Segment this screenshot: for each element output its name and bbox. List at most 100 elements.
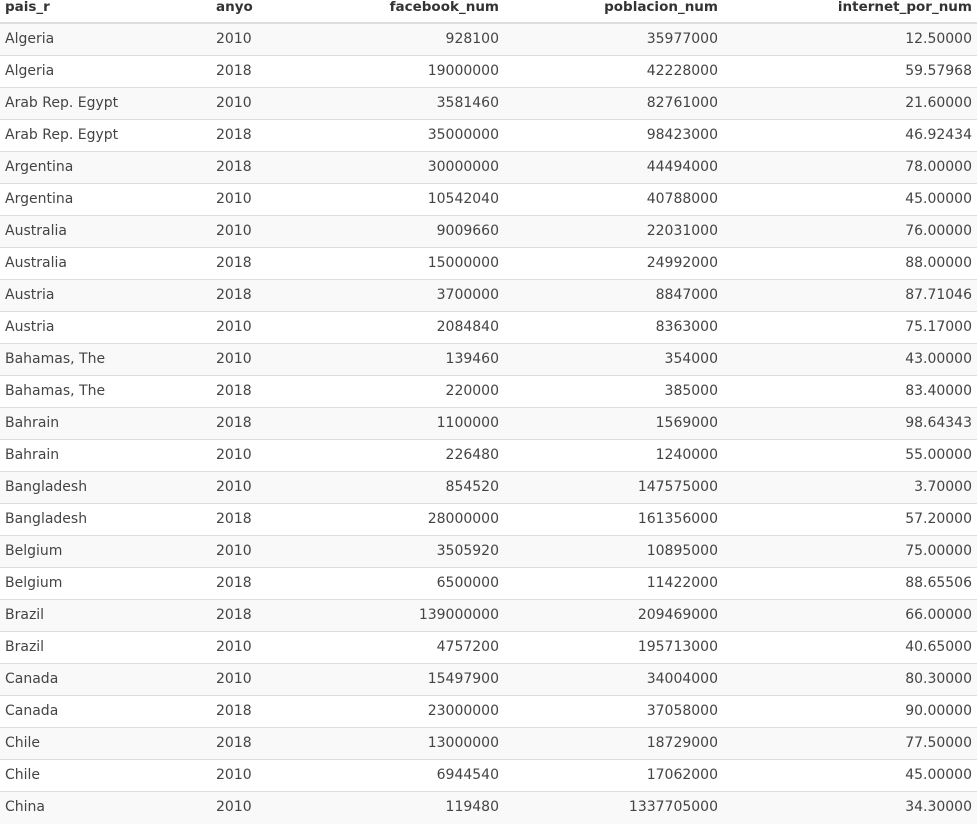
cell-poblacion-num: 10895000 <box>504 535 723 568</box>
table-row: Bahrain 2010 226480 1240000 55.00000 <box>0 439 977 472</box>
cell-internet-por-num: 40.65000 <box>723 631 977 664</box>
cell-anyo: 2018 <box>211 279 331 312</box>
table-row: Algeria 2010 928100 35977000 12.50000 <box>0 22 977 56</box>
table-row: Bahrain 2018 1100000 1569000 98.64343 <box>0 407 977 440</box>
table-row: Algeria 2018 19000000 42228000 59.57968 <box>0 55 977 88</box>
cell-poblacion-num: 22031000 <box>504 215 723 248</box>
table-row: Chile 2010 6944540 17062000 45.00000 <box>0 759 977 792</box>
cell-pais-r: Algeria <box>0 55 211 88</box>
cell-pais-r: Brazil <box>0 599 211 632</box>
table-row: Bangladesh 2010 854520 147575000 3.70000 <box>0 471 977 504</box>
cell-anyo: 2018 <box>211 247 331 280</box>
cell-poblacion-num: 35977000 <box>504 22 723 56</box>
cell-anyo: 2018 <box>211 567 331 600</box>
cell-internet-por-num: 87.71046 <box>723 279 977 312</box>
table-row: Arab Rep. Egypt 2010 3581460 82761000 21.600… <box>0 87 977 120</box>
cell-pais-r: Belgium <box>0 535 211 568</box>
cell-facebook-num: 15000000 <box>331 247 504 280</box>
cell-poblacion-num: 147575000 <box>504 471 723 504</box>
cell-anyo: 2018 <box>211 55 331 88</box>
cell-facebook-num: 23000000 <box>331 695 504 728</box>
table-row: Belgium 2010 3505920 10895000 75.00000 <box>0 535 977 568</box>
cell-internet-por-num: 3.70000 <box>723 471 977 504</box>
cell-pais-r: Argentina <box>0 183 211 216</box>
table-header: pais_r anyo facebook_num poblacion_num i… <box>0 0 977 24</box>
column-header-facebook-num[interactable]: facebook_num <box>331 0 504 24</box>
cell-internet-por-num: 59.57968 <box>723 55 977 88</box>
cell-facebook-num: 220000 <box>331 375 504 408</box>
cell-pais-r: Bangladesh <box>0 503 211 536</box>
column-header-pais-r[interactable]: pais_r <box>0 0 211 24</box>
cell-pais-r: Arab Rep. Egypt <box>0 87 211 120</box>
cell-facebook-num: 4757200 <box>331 631 504 664</box>
cell-anyo: 2010 <box>211 759 331 792</box>
cell-pais-r: Bahamas, The <box>0 375 211 408</box>
cell-poblacion-num: 17062000 <box>504 759 723 792</box>
cell-poblacion-num: 82761000 <box>504 87 723 120</box>
cell-poblacion-num: 385000 <box>504 375 723 408</box>
cell-pais-r: Bangladesh <box>0 471 211 504</box>
table-row: Arab Rep. Egypt 2018 35000000 98423000 46.92… <box>0 119 977 152</box>
table-row: Austria 2018 3700000 8847000 87.71046 <box>0 279 977 312</box>
cell-internet-por-num: 75.00000 <box>723 535 977 568</box>
cell-poblacion-num: 18729000 <box>504 727 723 760</box>
table-row: China 2010 119480 1337705000 34.30000 <box>0 791 977 824</box>
cell-poblacion-num: 1337705000 <box>504 791 723 824</box>
column-header-anyo[interactable]: anyo <box>211 0 331 24</box>
cell-facebook-num: 19000000 <box>331 55 504 88</box>
header-row: pais_r anyo facebook_num poblacion_num i… <box>0 0 977 24</box>
cell-anyo: 2018 <box>211 151 331 184</box>
table-row: Belgium 2018 6500000 11422000 88.65506 <box>0 567 977 600</box>
cell-facebook-num: 2084840 <box>331 311 504 344</box>
cell-internet-por-num: 12.50000 <box>723 22 977 56</box>
cell-internet-por-num: 66.00000 <box>723 599 977 632</box>
cell-internet-por-num: 76.00000 <box>723 215 977 248</box>
cell-pais-r: Chile <box>0 727 211 760</box>
table-body: Algeria 2010 928100 35977000 12.50000 Algeria… <box>0 22 977 824</box>
table-row: Brazil 2010 4757200 195713000 40.65000 <box>0 631 977 664</box>
column-header-internet-por-num[interactable]: internet_por_num <box>723 0 977 24</box>
cell-internet-por-num: 80.30000 <box>723 663 977 696</box>
cell-pais-r: Austria <box>0 279 211 312</box>
cell-pais-r: Bahamas, The <box>0 343 211 376</box>
cell-pais-r: Argentina <box>0 151 211 184</box>
cell-pais-r: Brazil <box>0 631 211 664</box>
cell-internet-por-num: 83.40000 <box>723 375 977 408</box>
cell-facebook-num: 226480 <box>331 439 504 472</box>
cell-anyo: 2010 <box>211 22 331 56</box>
cell-internet-por-num: 45.00000 <box>723 759 977 792</box>
cell-facebook-num: 6500000 <box>331 567 504 600</box>
table-row: Chile 2018 13000000 18729000 77.50000 <box>0 727 977 760</box>
cell-poblacion-num: 354000 <box>504 343 723 376</box>
table-row: Bahamas, The 2018 220000 385000 83.40000 <box>0 375 977 408</box>
table-row: Australia 2018 15000000 24992000 88.00000 <box>0 247 977 280</box>
cell-pais-r: Chile <box>0 759 211 792</box>
cell-internet-por-num: 77.50000 <box>723 727 977 760</box>
cell-anyo: 2010 <box>211 471 331 504</box>
cell-pais-r: Bahrain <box>0 439 211 472</box>
table-row: Bahamas, The 2010 139460 354000 43.00000 <box>0 343 977 376</box>
cell-poblacion-num: 11422000 <box>504 567 723 600</box>
cell-pais-r: Algeria <box>0 22 211 56</box>
cell-facebook-num: 3700000 <box>331 279 504 312</box>
cell-facebook-num: 3505920 <box>331 535 504 568</box>
cell-anyo: 2018 <box>211 407 331 440</box>
column-header-poblacion-num[interactable]: poblacion_num <box>504 0 723 24</box>
cell-facebook-num: 35000000 <box>331 119 504 152</box>
cell-poblacion-num: 40788000 <box>504 183 723 216</box>
cell-poblacion-num: 1240000 <box>504 439 723 472</box>
cell-facebook-num: 13000000 <box>331 727 504 760</box>
cell-facebook-num: 119480 <box>331 791 504 824</box>
cell-facebook-num: 10542040 <box>331 183 504 216</box>
cell-anyo: 2010 <box>211 343 331 376</box>
cell-anyo: 2018 <box>211 727 331 760</box>
cell-internet-por-num: 88.65506 <box>723 567 977 600</box>
cell-internet-por-num: 75.17000 <box>723 311 977 344</box>
cell-poblacion-num: 209469000 <box>504 599 723 632</box>
cell-internet-por-num: 43.00000 <box>723 343 977 376</box>
cell-poblacion-num: 37058000 <box>504 695 723 728</box>
cell-facebook-num: 139460 <box>331 343 504 376</box>
cell-facebook-num: 30000000 <box>331 151 504 184</box>
cell-anyo: 2018 <box>211 119 331 152</box>
